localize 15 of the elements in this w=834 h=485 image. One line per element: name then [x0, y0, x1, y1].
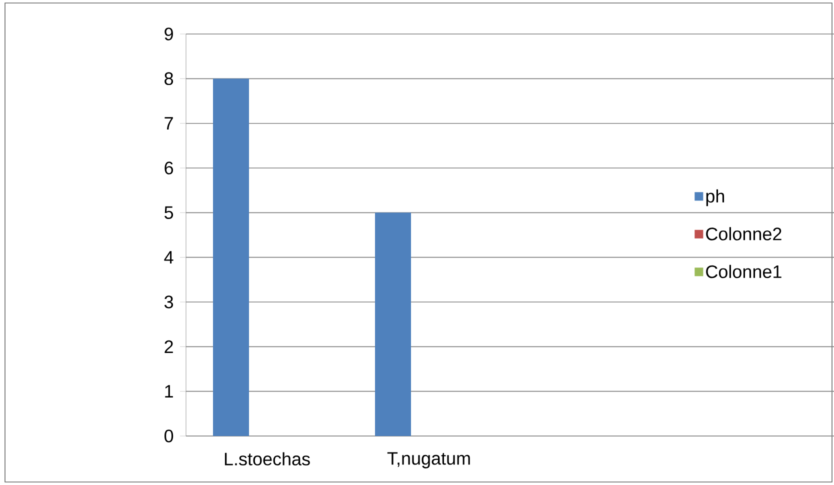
y-tick-label: 7 — [164, 117, 173, 130]
y-tick-label: 9 — [164, 28, 173, 40]
y-tick-label: 6 — [164, 162, 174, 174]
legend-label: ph — [706, 189, 724, 206]
y-tick-label: 0 — [164, 430, 174, 442]
y-tick-label: 3 — [164, 296, 174, 308]
x-tick-label: T,nugatum — [387, 452, 470, 468]
y-tick-label: 1 — [165, 385, 173, 398]
y-tick-label: 4 — [164, 251, 174, 264]
y-tick-label: 5 — [164, 206, 174, 219]
legend-label: Colonne1 — [706, 264, 782, 278]
legend-label: Colonne2 — [706, 227, 782, 240]
y-tick-label: 2 — [164, 340, 173, 353]
y-tick-label: 8 — [164, 72, 174, 86]
x-tick-label: L.stoechas — [224, 452, 310, 466]
